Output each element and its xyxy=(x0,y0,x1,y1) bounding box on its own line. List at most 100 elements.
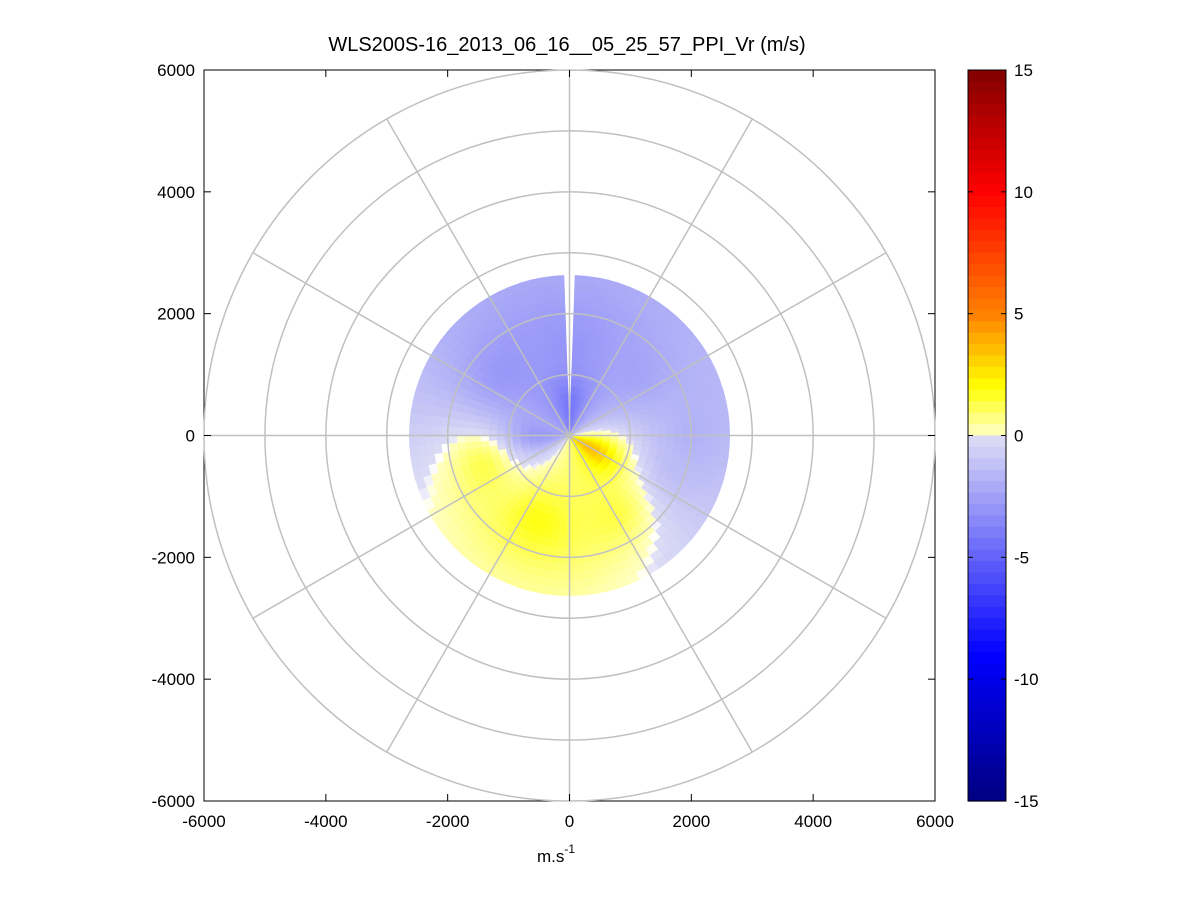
velocity-cell xyxy=(561,499,568,509)
velocity-cell xyxy=(713,424,723,436)
velocity-cell xyxy=(456,442,467,452)
velocity-cell xyxy=(563,476,569,486)
velocity-cell xyxy=(585,275,598,286)
velocity-cell xyxy=(408,423,418,436)
velocity-cell xyxy=(416,424,426,436)
velocity-cell xyxy=(456,419,467,429)
velocity-cell xyxy=(559,515,568,525)
velocity-cell xyxy=(704,415,714,427)
velocity-cell xyxy=(696,444,706,455)
x-tick-label: 0 xyxy=(565,812,574,831)
velocity-cell xyxy=(579,330,589,341)
colorbar-swatch xyxy=(968,355,1006,368)
velocity-cell xyxy=(464,427,474,436)
colorbar-swatch xyxy=(968,435,1006,448)
velocity-cell xyxy=(673,435,683,444)
colorbar-swatch xyxy=(968,583,1006,597)
velocity-cell xyxy=(641,440,651,448)
velocity-cell xyxy=(580,315,591,325)
velocity-cell xyxy=(649,440,659,449)
colorbar-swatches xyxy=(968,70,1006,802)
colorbar-swatch xyxy=(968,469,1006,482)
velocity-cell xyxy=(488,429,497,436)
velocity-cell xyxy=(572,330,581,340)
colorbar-swatch xyxy=(968,424,1006,437)
y-tick-label: -6000 xyxy=(152,792,195,811)
velocity-cell xyxy=(573,562,585,573)
velocity-cell xyxy=(642,435,651,442)
x-tick-label: 4000 xyxy=(794,812,832,831)
polar-grid-spoke xyxy=(386,118,571,436)
colorbar-swatch xyxy=(968,138,1006,151)
velocity-cell xyxy=(573,298,585,309)
velocity-cell xyxy=(572,531,581,541)
velocity-cell xyxy=(448,418,459,428)
y-tick-label: -2000 xyxy=(152,548,195,567)
colorbar-tick-label: -5 xyxy=(1014,548,1029,567)
velocity-cell xyxy=(480,435,490,443)
colorbar-tick-label: 15 xyxy=(1014,61,1033,80)
colorbar-swatch xyxy=(968,778,1006,791)
velocity-cell xyxy=(480,422,490,431)
colorbar-swatch xyxy=(968,686,1006,699)
velocity-cell xyxy=(472,428,482,436)
x-tick-label: -2000 xyxy=(426,812,469,831)
velocity-cell xyxy=(409,445,420,459)
colorbar-swatch xyxy=(968,218,1006,231)
velocity-cell xyxy=(574,578,586,589)
velocity-cell xyxy=(563,484,569,494)
polar-grid-spoke xyxy=(386,435,571,753)
velocity-cell xyxy=(721,423,731,436)
velocity-cell xyxy=(633,439,643,447)
y-tick-label: -4000 xyxy=(152,670,195,689)
velocity-cell xyxy=(570,401,574,411)
colorbar-swatch xyxy=(968,195,1006,208)
colorbar-swatch xyxy=(968,755,1006,768)
colorbar: 15 10 5 0 -5 -10 -15 xyxy=(967,61,1039,811)
velocity-cell xyxy=(634,435,643,441)
velocity-cell xyxy=(574,275,587,285)
velocity-cell xyxy=(417,413,427,426)
velocity-cell xyxy=(553,514,562,525)
y-tick-label: 6000 xyxy=(157,61,195,80)
velocity-cell xyxy=(557,539,567,549)
colorbar-swatch xyxy=(968,389,1006,402)
colorbar-swatch xyxy=(968,492,1006,505)
velocity-cell xyxy=(665,435,675,444)
velocity-cell xyxy=(548,546,559,556)
velocity-cell xyxy=(559,338,567,348)
colorbar-swatch xyxy=(968,595,1006,608)
velocity-cell xyxy=(560,507,568,517)
velocity-cell xyxy=(570,377,576,387)
polar-grid-spoke xyxy=(569,434,887,619)
velocity-cell xyxy=(572,523,580,533)
x-axis-label-base: m.s xyxy=(537,847,564,866)
velocity-cell xyxy=(410,401,421,415)
velocity-cell xyxy=(570,393,575,403)
velocity-cell xyxy=(541,585,554,596)
colorbar-swatch xyxy=(968,149,1006,162)
velocity-cell xyxy=(433,444,443,455)
velocity-cell xyxy=(456,435,466,444)
velocity-cell xyxy=(572,322,582,332)
x-tick-label: 2000 xyxy=(672,812,710,831)
colorbar-tick-label: -15 xyxy=(1014,792,1039,811)
velocity-cell xyxy=(552,275,565,285)
velocity-cell xyxy=(433,416,443,427)
colorbar-swatch xyxy=(968,721,1006,734)
polar-grid-spoke xyxy=(569,252,887,437)
velocity-cell xyxy=(681,435,691,445)
x-axis-label-exponent: -1 xyxy=(564,842,575,856)
y-tick-label: 4000 xyxy=(157,183,195,202)
colorbar-swatch xyxy=(968,252,1006,265)
colorbar-swatch xyxy=(968,378,1006,391)
velocity-cell xyxy=(657,441,667,450)
velocity-cell xyxy=(697,425,707,436)
velocity-cell xyxy=(417,445,427,458)
velocity-cell xyxy=(448,426,458,436)
velocity-cell xyxy=(571,346,580,356)
velocity-cell xyxy=(578,338,587,349)
velocity-cell xyxy=(649,428,659,436)
colorbar-swatch xyxy=(968,652,1006,665)
